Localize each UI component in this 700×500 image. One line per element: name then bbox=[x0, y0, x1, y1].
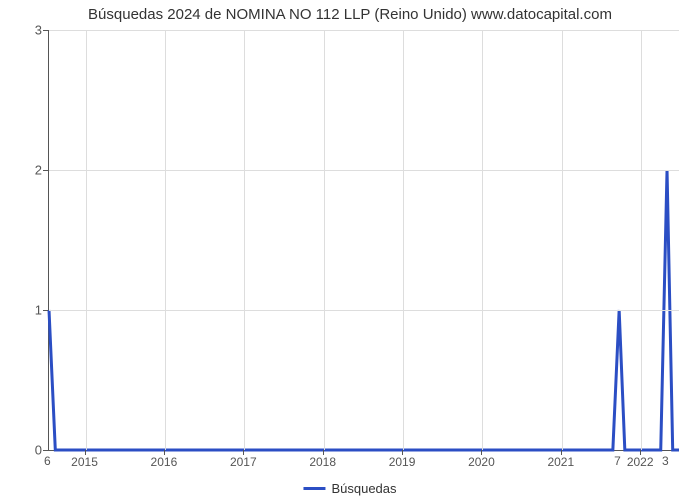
ytick-label: 2 bbox=[20, 163, 42, 178]
ytick-mark bbox=[43, 30, 48, 31]
point-label: 3 bbox=[662, 454, 669, 468]
ytick-label: 1 bbox=[20, 303, 42, 318]
grid-line-v bbox=[641, 30, 642, 450]
ytick-mark bbox=[43, 310, 48, 311]
grid-line-v bbox=[403, 30, 404, 450]
grid-line-h bbox=[49, 310, 679, 311]
grid-line-v bbox=[324, 30, 325, 450]
xtick-label: 2022 bbox=[627, 455, 654, 469]
grid-line-h bbox=[49, 170, 679, 171]
grid-line-v bbox=[86, 30, 87, 450]
point-label: 7 bbox=[614, 454, 621, 468]
xtick-label: 2015 bbox=[71, 455, 98, 469]
legend-swatch bbox=[303, 487, 325, 490]
grid-line-h bbox=[49, 30, 679, 31]
xtick-label: 2018 bbox=[309, 455, 336, 469]
xtick-label: 2016 bbox=[151, 455, 178, 469]
xtick-label: 2020 bbox=[468, 455, 495, 469]
plot-area bbox=[48, 30, 679, 451]
point-label: 6 bbox=[44, 454, 51, 468]
grid-line-v bbox=[482, 30, 483, 450]
xtick-label: 2021 bbox=[547, 455, 574, 469]
chart-title: Búsquedas 2024 de NOMINA NO 112 LLP (Rei… bbox=[0, 0, 700, 23]
grid-line-v bbox=[244, 30, 245, 450]
legend-label: Búsquedas bbox=[331, 481, 396, 496]
ytick-label: 3 bbox=[20, 23, 42, 38]
grid-line-v bbox=[562, 30, 563, 450]
grid-line-v bbox=[165, 30, 166, 450]
line-plot-svg bbox=[49, 30, 679, 450]
ytick-label: 0 bbox=[20, 443, 42, 458]
ytick-mark bbox=[43, 450, 48, 451]
xtick-label: 2019 bbox=[389, 455, 416, 469]
legend: Búsquedas bbox=[303, 481, 396, 496]
ytick-mark bbox=[43, 170, 48, 171]
xtick-label: 2017 bbox=[230, 455, 257, 469]
